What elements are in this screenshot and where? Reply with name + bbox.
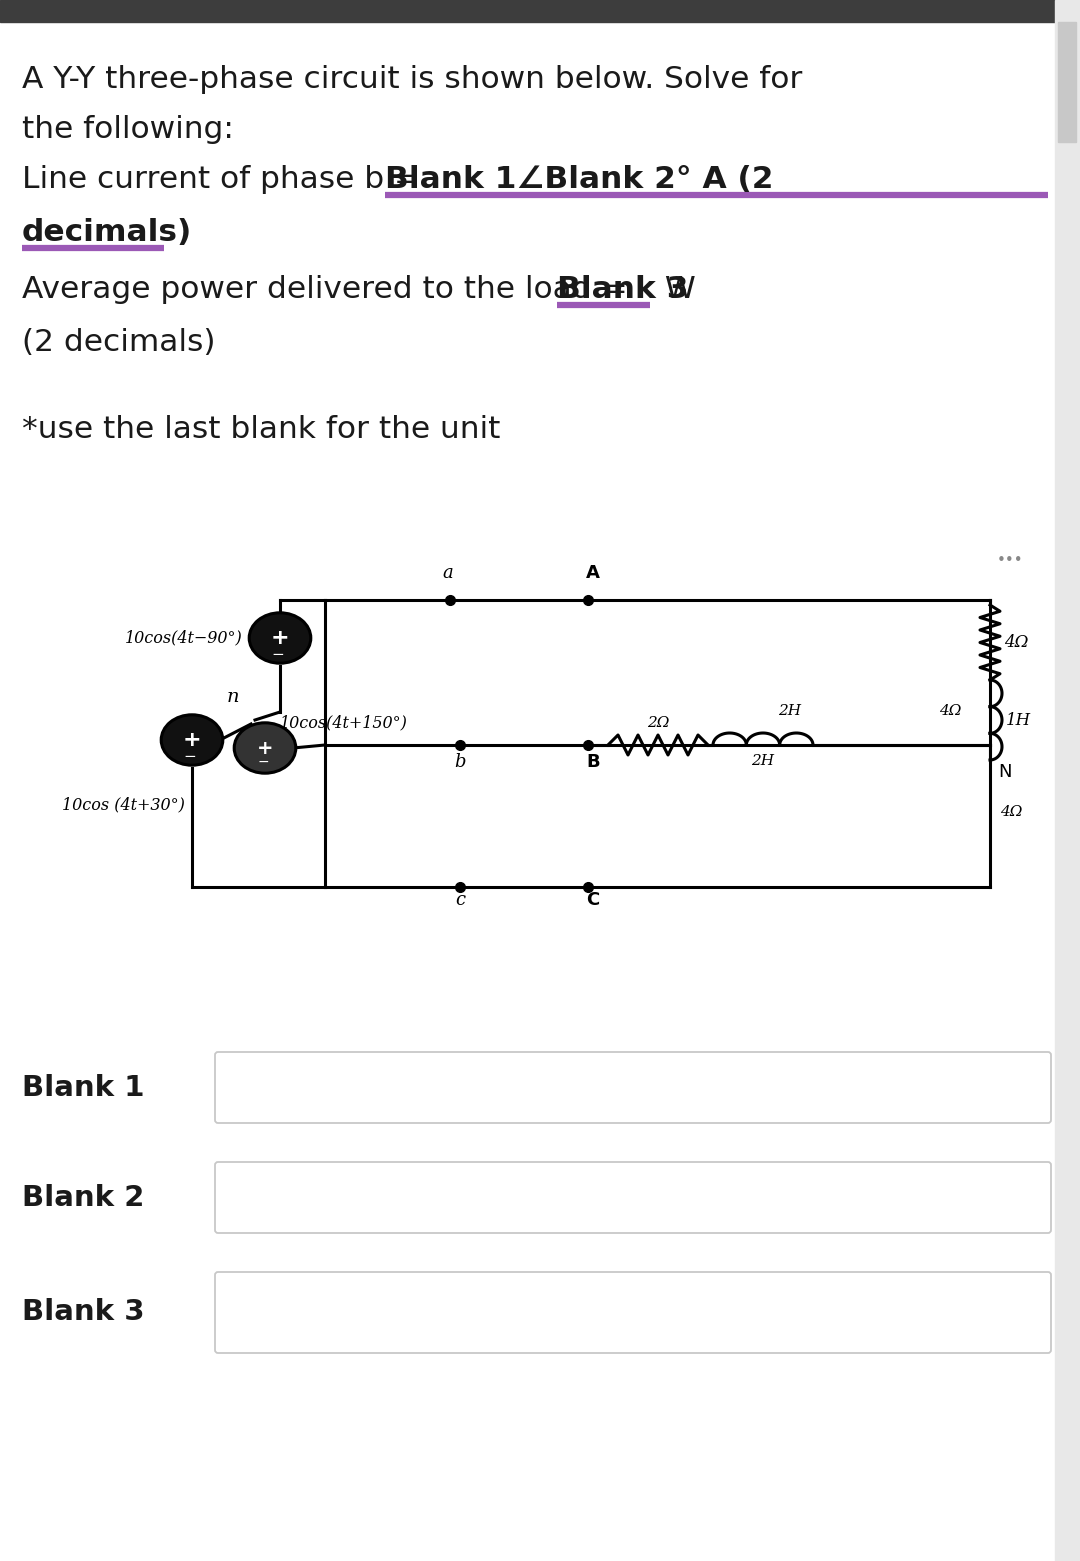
Text: 2H: 2H (752, 754, 774, 768)
Text: −: − (184, 749, 197, 763)
Text: +: + (271, 628, 289, 648)
Text: 4Ω: 4Ω (939, 704, 961, 718)
Bar (1058, 22, 1076, 142)
Ellipse shape (234, 723, 296, 773)
Text: Add your answer: Add your answer (237, 1185, 459, 1210)
Text: Blank 1∠Blank 2° A (2: Blank 1∠Blank 2° A (2 (384, 165, 773, 194)
Text: 10cos(4t+150°): 10cos(4t+150°) (280, 715, 408, 732)
Text: c: c (455, 891, 465, 909)
Text: W: W (654, 275, 696, 304)
Text: 10cos (4t+30°): 10cos (4t+30°) (62, 796, 185, 813)
Text: 1H: 1H (1005, 712, 1031, 729)
FancyBboxPatch shape (215, 1272, 1051, 1353)
Text: 2Ω: 2Ω (647, 716, 670, 731)
Bar (1055, 0, 1080, 1561)
Text: •••: ••• (997, 553, 1024, 568)
Text: Average power delivered to the load =: Average power delivered to the load = (22, 275, 637, 304)
Bar (0, 0, 1080, 22)
Text: 4Ω: 4Ω (1004, 634, 1028, 651)
Ellipse shape (249, 613, 311, 663)
Text: B: B (586, 752, 599, 771)
Text: a: a (443, 564, 454, 582)
Text: Line current of phase b =: Line current of phase b = (22, 165, 430, 194)
Text: A: A (586, 564, 599, 582)
FancyBboxPatch shape (215, 1161, 1051, 1233)
Text: b: b (455, 752, 465, 771)
Text: Add your answer: Add your answer (237, 1074, 459, 1101)
Text: (2 decimals): (2 decimals) (22, 328, 216, 357)
Text: n: n (227, 688, 240, 706)
Text: 4Ω: 4Ω (1000, 805, 1023, 820)
Text: decimals): decimals) (22, 219, 192, 247)
Text: +: + (183, 731, 201, 749)
FancyBboxPatch shape (215, 1052, 1051, 1122)
Text: Blank 3: Blank 3 (22, 1299, 145, 1327)
Text: the following:: the following: (22, 116, 234, 144)
Ellipse shape (161, 715, 222, 765)
Text: Add your answer: Add your answer (237, 1299, 459, 1325)
Text: +: + (257, 738, 273, 757)
Text: C: C (586, 891, 599, 909)
Text: 10cos(4t−90°): 10cos(4t−90°) (125, 629, 243, 646)
Text: −: − (272, 646, 284, 662)
Text: A Y-Y three-phase circuit is shown below. Solve for: A Y-Y three-phase circuit is shown below… (22, 66, 802, 94)
Text: *use the last blank for the unit: *use the last blank for the unit (22, 415, 500, 443)
Text: Blank 2: Blank 2 (22, 1183, 145, 1211)
Text: −: − (257, 756, 269, 770)
Text: Blank 1: Blank 1 (22, 1074, 145, 1102)
Text: Blank 3: Blank 3 (557, 275, 689, 304)
Text: 2H: 2H (779, 704, 801, 718)
Text: N: N (998, 763, 1012, 780)
